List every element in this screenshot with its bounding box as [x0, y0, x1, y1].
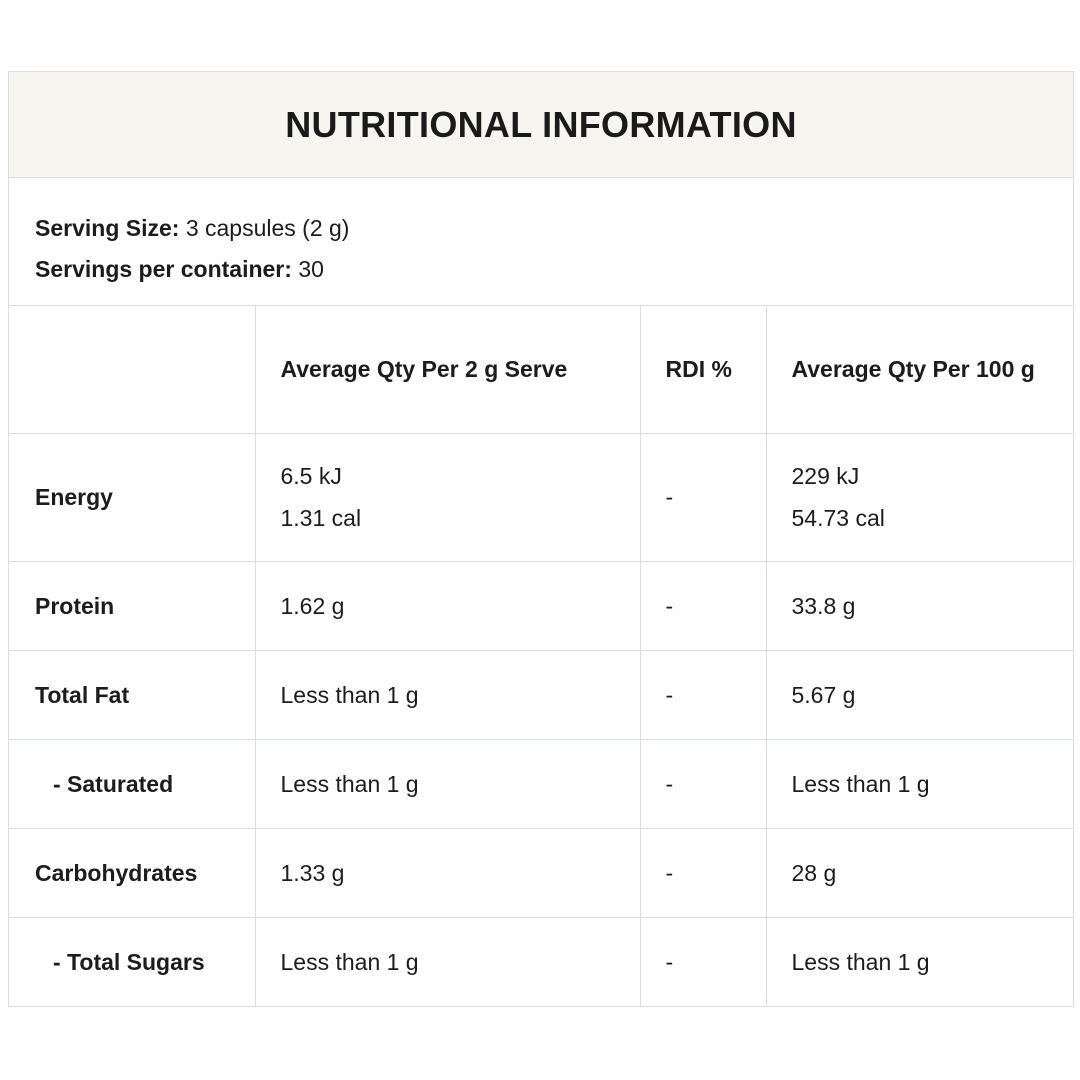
header-cell-per-serve: Average Qty Per 2 g Serve [255, 306, 641, 434]
per-100g-cell: 229 kJ 54.73 cal [766, 433, 1073, 562]
header-cell-rdi: RDI % [640, 306, 767, 434]
per-100g-kj: 229 kJ [791, 463, 860, 489]
rdi-cell: - [640, 828, 767, 918]
nutrient-label: Carbohydrates [9, 828, 256, 918]
header-cell-nutrient [9, 306, 256, 434]
table-row-energy: Energy 6.5 kJ 1.31 cal - 229 kJ 54.73 ca… [9, 433, 1073, 562]
rdi-cell: - [640, 739, 767, 829]
rdi-cell: - [640, 917, 767, 1006]
nutrient-label: Energy [9, 433, 256, 562]
per-serve-cell: Less than 1 g [255, 650, 641, 740]
per-100g-cal: 54.73 cal [791, 505, 885, 531]
page-title: NUTRITIONAL INFORMATION [285, 103, 797, 145]
nutrient-label: Total Fat [9, 650, 256, 740]
nutrition-panel: NUTRITIONAL INFORMATION Serving Size: 3 … [8, 71, 1074, 1007]
per-100g-cell: 28 g [766, 828, 1073, 918]
header-cell-per-100g: Average Qty Per 100 g [766, 306, 1073, 434]
nutrition-table: Average Qty Per 2 g Serve RDI % Average … [9, 306, 1073, 1006]
per-100g-cell: 5.67 g [766, 650, 1073, 740]
servings-per-container-label: Servings per container: [35, 256, 292, 282]
nutrient-label: Protein [9, 561, 256, 651]
table-header-row: Average Qty Per 2 g Serve RDI % Average … [9, 306, 1073, 434]
per-serve-kj: 6.5 kJ [280, 463, 342, 489]
table-row: Protein 1.62 g - 33.8 g [9, 561, 1073, 651]
servings-per-container: Servings per container: 30 [35, 249, 1073, 290]
per-100g-cell: Less than 1 g [766, 739, 1073, 829]
table-row: Carbohydrates 1.33 g - 28 g [9, 828, 1073, 918]
per-serve-cell: 6.5 kJ 1.31 cal [255, 433, 641, 562]
rdi-cell: - [640, 650, 767, 740]
serving-info: Serving Size: 3 capsules (2 g) Servings … [9, 178, 1073, 306]
serving-size: Serving Size: 3 capsules (2 g) [35, 208, 1073, 249]
table-row: - Total Sugars Less than 1 g - Less than… [9, 917, 1073, 1006]
serving-size-label: Serving Size: [35, 215, 180, 241]
nutrient-label: - Saturated [9, 739, 256, 829]
nutrient-label: - Total Sugars [9, 917, 256, 1006]
rdi-cell: - [640, 561, 767, 651]
rdi-cell: - [640, 433, 767, 562]
per-100g-cell: 33.8 g [766, 561, 1073, 651]
table-row: Total Fat Less than 1 g - 5.67 g [9, 650, 1073, 740]
title-bar: NUTRITIONAL INFORMATION [9, 72, 1073, 178]
per-100g-cell: Less than 1 g [791, 948, 930, 975]
per-serve-cell: 1.33 g [255, 828, 641, 918]
per-serve-cell: Less than 1 g [255, 917, 641, 1006]
servings-per-container-value: 30 [298, 256, 324, 282]
serving-size-value: 3 capsules (2 g) [185, 215, 350, 241]
per-serve-cell: Less than 1 g [255, 739, 641, 829]
per-serve-cell: 1.62 g [255, 561, 641, 651]
table-row: - Saturated Less than 1 g - Less than 1 … [9, 739, 1073, 829]
per-serve-cal: 1.31 cal [280, 505, 362, 531]
